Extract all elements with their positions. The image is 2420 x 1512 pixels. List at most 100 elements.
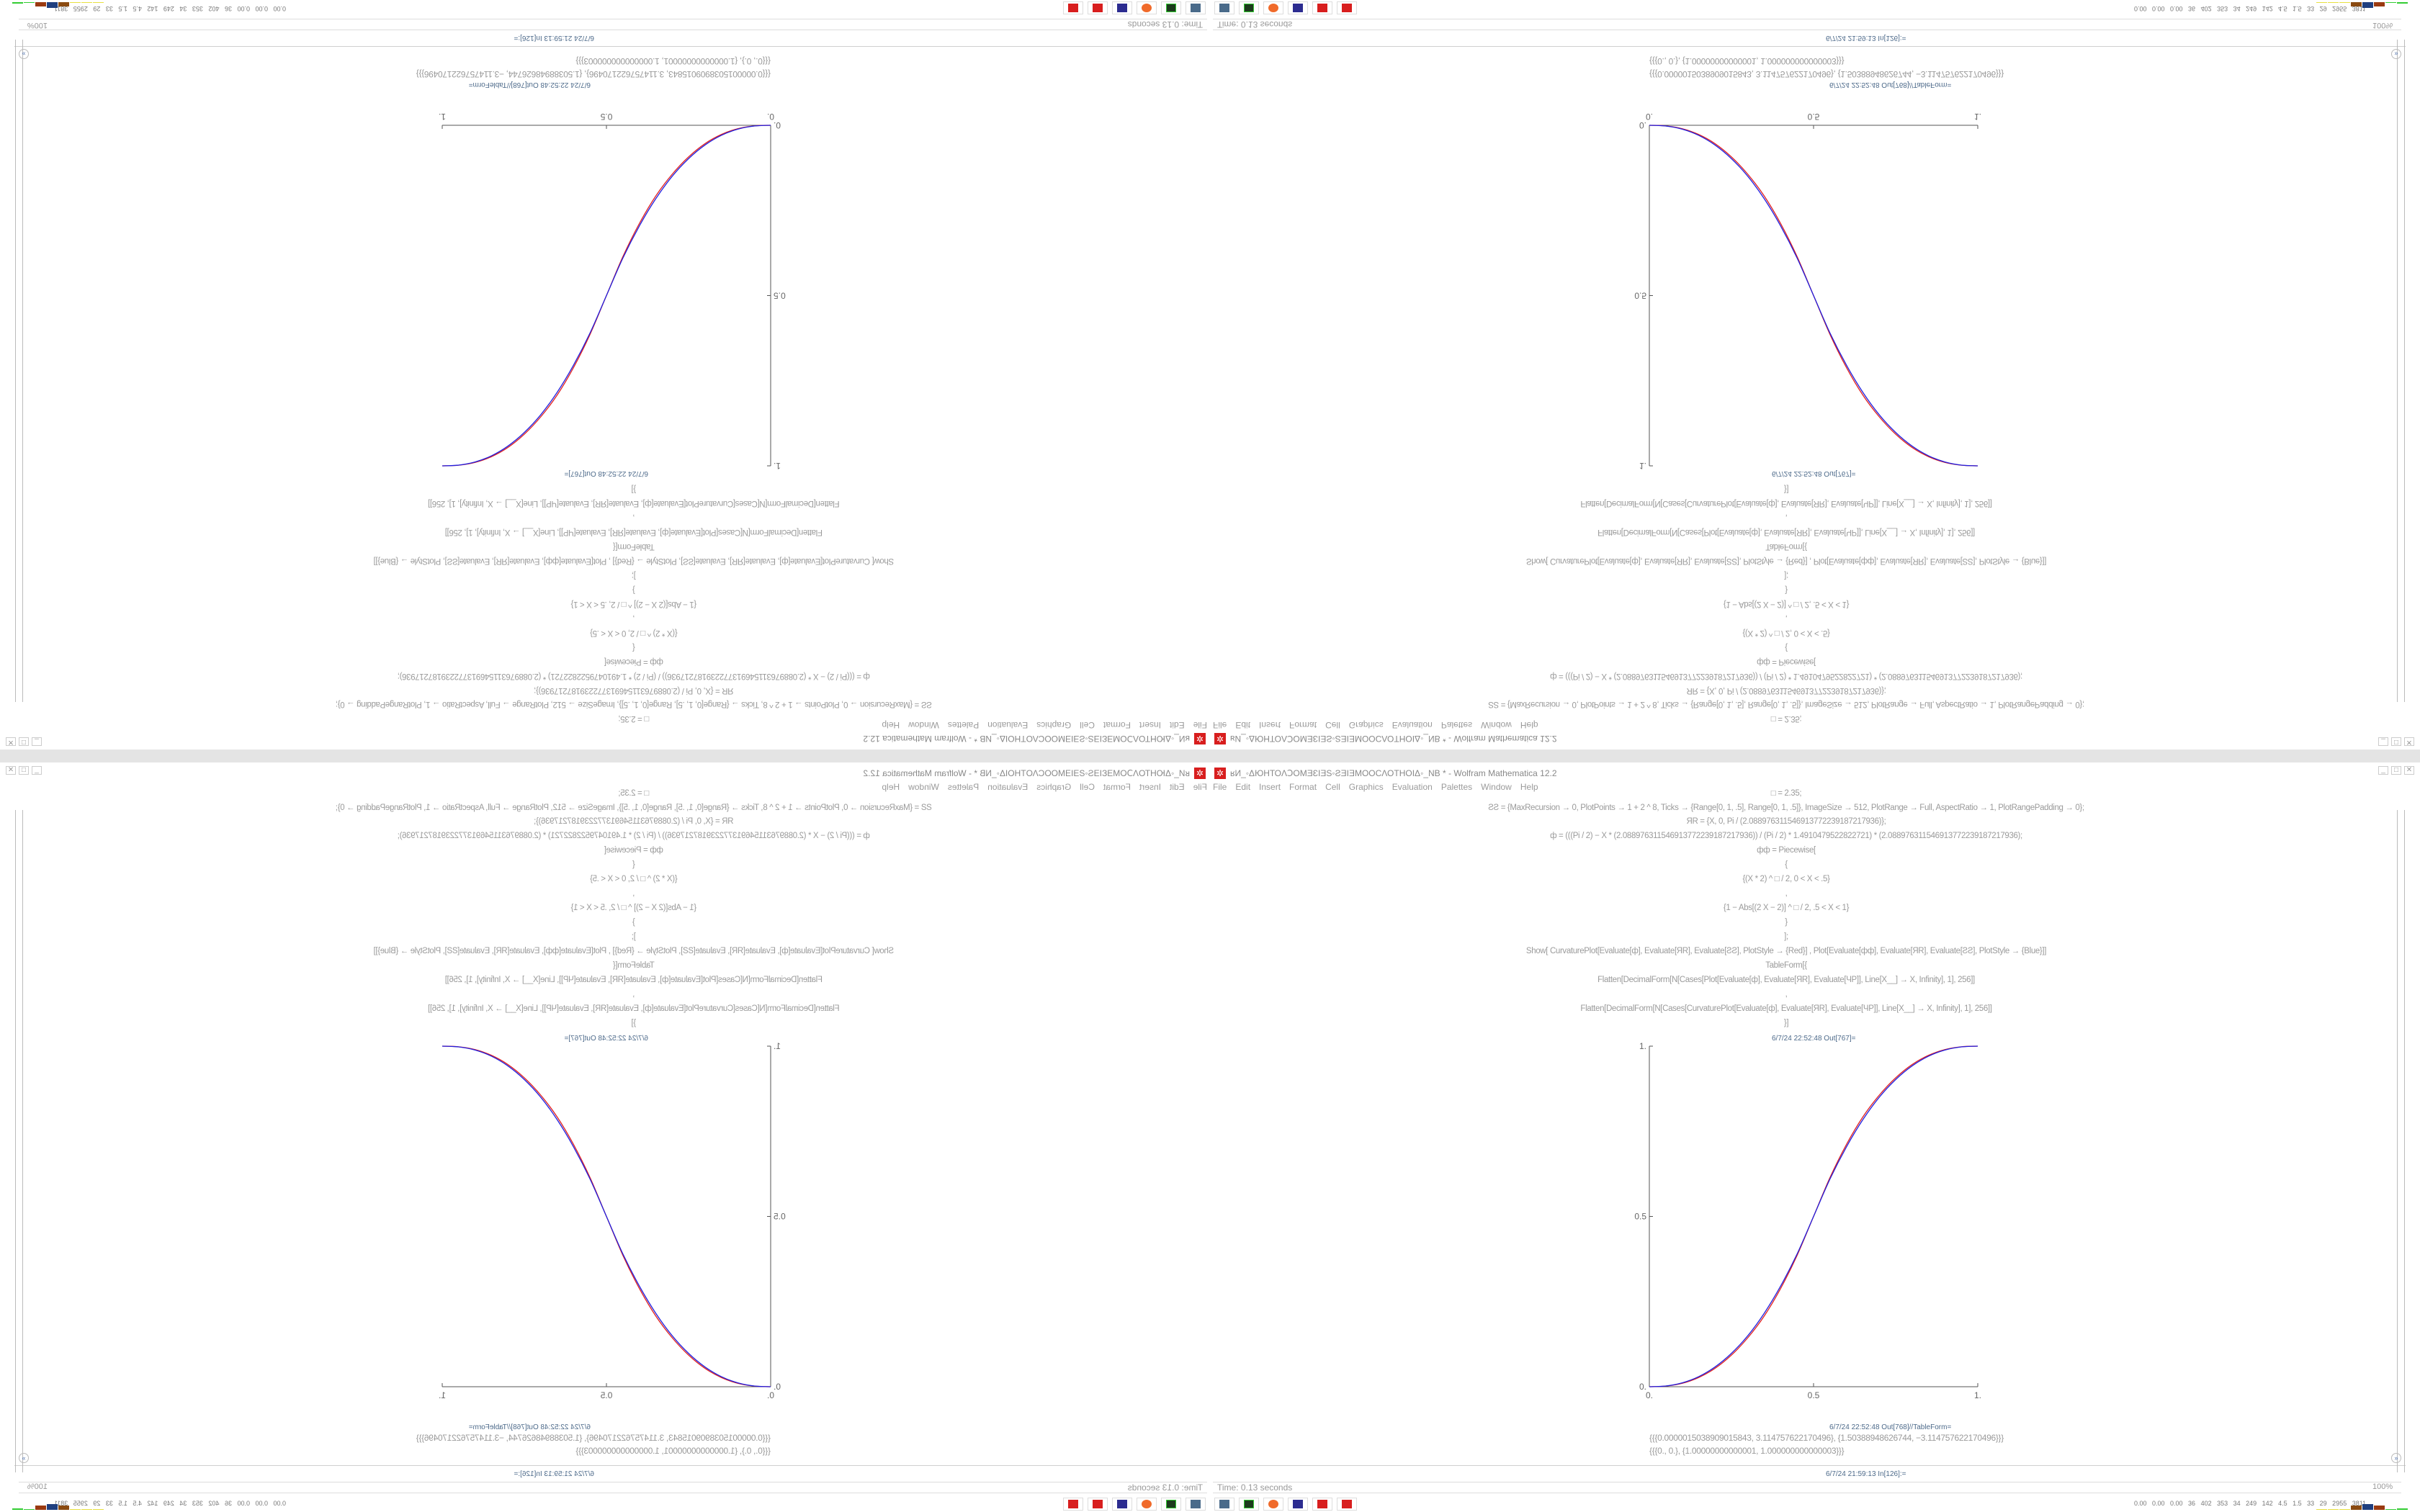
code-line[interactable]: фф = Piecewise[ bbox=[604, 657, 663, 666]
code-line[interactable]: , bbox=[1785, 614, 1788, 623]
code-line[interactable]: фф = Piecewise[ bbox=[1757, 657, 1816, 666]
zoom-level[interactable]: 100% bbox=[27, 21, 48, 30]
code-line[interactable]: фф = Piecewise[ bbox=[1757, 846, 1816, 855]
cell-bracket[interactable] bbox=[2397, 40, 2398, 702]
code-line[interactable]: Flatten[DecimalForm[N[Cases[Plot[Evaluat… bbox=[1597, 528, 1975, 536]
firefox-icon[interactable] bbox=[1137, 1, 1157, 14]
scroll-down-icon[interactable]: » bbox=[2391, 1453, 2401, 1463]
minimize-button[interactable]: _ bbox=[32, 737, 42, 746]
out-table-row[interactable]: {{{0.0000015038909015843, 3.114757622170… bbox=[416, 69, 771, 79]
code-line[interactable]: □ = 2.35; bbox=[1770, 789, 1802, 798]
code-line[interactable]: Flatten[DecimalForm[N[Cases[CurvaturePlo… bbox=[428, 499, 840, 508]
cell-bracket[interactable] bbox=[22, 810, 23, 1472]
code-line[interactable]: }] bbox=[1783, 485, 1789, 493]
code-line[interactable]: ]; bbox=[632, 571, 636, 580]
zoom-level[interactable]: 100% bbox=[27, 1482, 48, 1491]
code-line[interactable]: {1 − Abs[(2 X − 2)] ^ □ / 2, .5 < X < 1} bbox=[570, 904, 697, 912]
code-line[interactable]: Show[ CurvaturePlot[Evaluate[ф], Evaluat… bbox=[373, 557, 895, 565]
code-line[interactable]: Flatten[DecimalForm[N[Cases[CurvaturePlo… bbox=[428, 1004, 840, 1013]
minimize-button[interactable]: _ bbox=[2378, 766, 2388, 775]
terminal-icon[interactable] bbox=[1161, 1, 1181, 14]
out-table-row[interactable]: {{{0., 0.}, {1.00000000000001, 1.0000000… bbox=[1649, 1446, 1845, 1456]
code-line[interactable]: {1 − Abs[(2 X − 2)] ^ □ / 2, .5 < X < 1} bbox=[1723, 904, 1850, 912]
code-line[interactable]: , bbox=[632, 614, 635, 623]
menu-format[interactable]: Format bbox=[1289, 782, 1317, 792]
code-line[interactable]: { bbox=[1785, 860, 1788, 869]
code-line[interactable]: {(X * 2) ^ □ / 2, 0 < X < .5} bbox=[1742, 629, 1830, 637]
code-line[interactable]: Flatten[DecimalForm[N[Cases[CurvaturePlo… bbox=[1580, 499, 1992, 508]
terminal-icon[interactable] bbox=[1161, 1498, 1181, 1511]
close-button[interactable]: ✕ bbox=[2404, 766, 2414, 775]
code-line[interactable]: фф = Piecewise[ bbox=[604, 846, 663, 855]
menu-evaluation[interactable]: Evaluation bbox=[1392, 782, 1433, 792]
close-button[interactable]: ✕ bbox=[6, 737, 16, 746]
out-table-row[interactable]: {{{0.0000015038909015843, 3.114757622170… bbox=[1649, 69, 2004, 79]
floppy-64-icon[interactable] bbox=[1288, 1498, 1308, 1511]
code-line[interactable]: □ = 2.35; bbox=[618, 714, 650, 723]
code-line[interactable]: TableForm[{ bbox=[1765, 542, 1807, 551]
out-table-row[interactable]: {{{0., 0.}, {1.00000000000001, 1.0000000… bbox=[575, 56, 771, 66]
maximize-button[interactable]: □ bbox=[19, 766, 29, 775]
code-line[interactable]: , bbox=[632, 889, 635, 898]
mathematica-icon[interactable] bbox=[1337, 1, 1357, 14]
scroll-down-icon[interactable]: » bbox=[2391, 49, 2401, 59]
cell-bracket-outer[interactable] bbox=[2404, 810, 2405, 1472]
code-line[interactable]: } bbox=[632, 585, 635, 594]
mathematica-icon[interactable] bbox=[1063, 1, 1083, 14]
out-table-row[interactable]: {{{0.0000015038909015843, 3.114757622170… bbox=[1649, 1433, 2004, 1443]
code-line[interactable]: ЯR = {X, 0, Pi / (2.08897631154691377223… bbox=[534, 686, 734, 695]
terminal-icon[interactable] bbox=[1239, 1498, 1259, 1511]
scroll-down-icon[interactable]: » bbox=[19, 1453, 29, 1463]
remote-desktop-icon[interactable] bbox=[1186, 1, 1206, 14]
menu-cell[interactable]: Cell bbox=[1325, 782, 1340, 792]
mathematica-icon[interactable] bbox=[1063, 1498, 1083, 1511]
code-line[interactable]: } bbox=[632, 918, 635, 927]
zoom-level[interactable]: 100% bbox=[2372, 1482, 2393, 1491]
menu-insert[interactable]: Insert bbox=[1259, 782, 1281, 792]
menu-edit[interactable]: Edit bbox=[1235, 782, 1251, 792]
scroll-down-icon[interactable]: » bbox=[19, 49, 29, 59]
code-line[interactable]: ф = (((Pi / 2) − X * (2.0889763115469137… bbox=[1550, 672, 2022, 680]
code-line[interactable]: {1 − Abs[(2 X − 2)] ^ □ / 2, .5 < X < 1} bbox=[1723, 600, 1850, 608]
code-line[interactable]: }] bbox=[631, 1019, 637, 1027]
code-line[interactable]: } bbox=[1785, 918, 1788, 927]
floppy-64-icon[interactable] bbox=[1112, 1498, 1132, 1511]
menu-window[interactable]: Window bbox=[1481, 782, 1512, 792]
floppy-64-icon[interactable] bbox=[1112, 1, 1132, 14]
code-line[interactable]: Flatten[DecimalForm[N[Cases[Plot[Evaluat… bbox=[445, 976, 823, 984]
out-table-row[interactable]: {{{0., 0.}, {1.00000000000001, 1.0000000… bbox=[575, 1446, 771, 1456]
floppy-64-icon[interactable] bbox=[1288, 1, 1308, 14]
mathematica-icon[interactable] bbox=[1088, 1498, 1108, 1511]
code-line[interactable]: TableForm[{ bbox=[613, 961, 655, 970]
code-line[interactable]: , bbox=[1785, 889, 1788, 898]
code-line[interactable]: ]; bbox=[632, 932, 636, 941]
firefox-icon[interactable] bbox=[1263, 1, 1283, 14]
remote-desktop-icon[interactable] bbox=[1214, 1, 1234, 14]
code-line[interactable]: , bbox=[1785, 990, 1788, 999]
firefox-icon[interactable] bbox=[1263, 1498, 1283, 1511]
code-line[interactable]: {(X * 2) ^ □ / 2, 0 < X < .5} bbox=[590, 875, 678, 883]
cell-bracket-outer[interactable] bbox=[15, 40, 16, 702]
code-line[interactable]: ƧƧ = {MaxRecursion → 0, PlotPoints → 1 +… bbox=[336, 700, 932, 708]
code-line[interactable]: } bbox=[1785, 585, 1788, 594]
firefox-icon[interactable] bbox=[1137, 1498, 1157, 1511]
code-line[interactable]: , bbox=[1785, 513, 1788, 522]
menu-help[interactable]: Help bbox=[1520, 782, 1538, 792]
code-line[interactable]: ф = (((Pi / 2) − X * (2.0889763115469137… bbox=[398, 672, 870, 680]
close-button[interactable]: ✕ bbox=[6, 766, 16, 775]
code-line[interactable]: ƧƧ = {MaxRecursion → 0, PlotPoints → 1 +… bbox=[336, 804, 932, 812]
terminal-icon[interactable] bbox=[1239, 1, 1259, 14]
code-line[interactable]: Flatten[DecimalForm[N[Cases[CurvaturePlo… bbox=[1580, 1004, 1992, 1013]
code-line[interactable]: }] bbox=[631, 485, 637, 493]
maximize-button[interactable]: □ bbox=[2391, 737, 2401, 746]
cell-bracket-outer[interactable] bbox=[2404, 40, 2405, 702]
code-line[interactable]: ƧƧ = {MaxRecursion → 0, PlotPoints → 1 +… bbox=[1488, 804, 2084, 812]
remote-desktop-icon[interactable] bbox=[1214, 1498, 1234, 1511]
code-line[interactable]: {(X * 2) ^ □ / 2, 0 < X < .5} bbox=[1742, 875, 1830, 883]
code-line[interactable]: ф = (((Pi / 2) − X * (2.0889763115469137… bbox=[398, 832, 870, 840]
code-line[interactable]: □ = 2.35; bbox=[1770, 714, 1802, 723]
menu-palettes[interactable]: Palettes bbox=[1440, 782, 1473, 792]
code-line[interactable]: {1 − Abs[(2 X − 2)] ^ □ / 2, .5 < X < 1} bbox=[570, 600, 697, 608]
code-line[interactable]: Flatten[DecimalForm[N[Cases[Plot[Evaluat… bbox=[445, 528, 823, 536]
out-table-row[interactable]: {{{0., 0.}, {1.00000000000001, 1.0000000… bbox=[1649, 56, 1845, 66]
